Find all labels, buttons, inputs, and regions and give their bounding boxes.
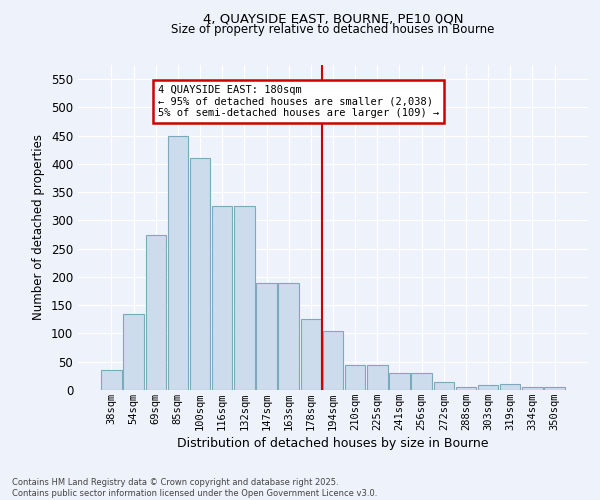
Bar — [389, 373, 410, 390]
Bar — [478, 386, 499, 390]
Bar — [146, 234, 166, 390]
Text: Size of property relative to detached houses in Bourne: Size of property relative to detached ho… — [172, 22, 494, 36]
Bar — [278, 282, 299, 390]
Bar — [101, 370, 122, 390]
Bar — [323, 330, 343, 390]
Bar — [124, 314, 144, 390]
Text: Contains HM Land Registry data © Crown copyright and database right 2025.
Contai: Contains HM Land Registry data © Crown c… — [12, 478, 377, 498]
X-axis label: Distribution of detached houses by size in Bourne: Distribution of detached houses by size … — [177, 437, 489, 450]
Bar — [234, 206, 254, 390]
Bar — [500, 384, 520, 390]
Bar — [544, 387, 565, 390]
Bar — [212, 206, 232, 390]
Bar — [167, 136, 188, 390]
Text: 4 QUAYSIDE EAST: 180sqm
← 95% of detached houses are smaller (2,038)
5% of semi-: 4 QUAYSIDE EAST: 180sqm ← 95% of detache… — [158, 85, 439, 118]
Bar — [345, 364, 365, 390]
Bar — [522, 387, 542, 390]
Bar — [367, 364, 388, 390]
Bar — [434, 382, 454, 390]
Bar — [456, 387, 476, 390]
Y-axis label: Number of detached properties: Number of detached properties — [32, 134, 46, 320]
Bar — [190, 158, 210, 390]
Bar — [301, 320, 321, 390]
Text: 4, QUAYSIDE EAST, BOURNE, PE10 0QN: 4, QUAYSIDE EAST, BOURNE, PE10 0QN — [203, 12, 463, 26]
Bar — [412, 373, 432, 390]
Bar — [256, 282, 277, 390]
